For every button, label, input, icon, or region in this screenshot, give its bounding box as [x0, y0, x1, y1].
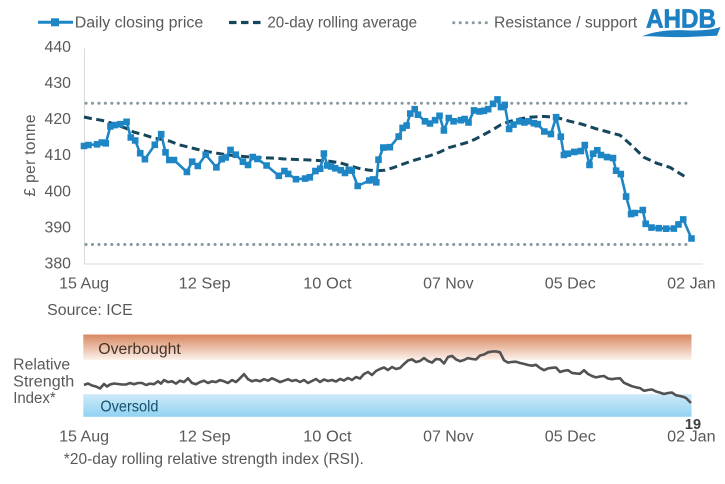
svg-text:15 Aug: 15 Aug: [59, 429, 109, 446]
svg-text:Index*: Index*: [13, 390, 56, 407]
svg-text:£ per tonne: £ per tonne: [22, 115, 39, 197]
svg-text:15 Aug: 15 Aug: [59, 276, 109, 293]
svg-text:20-day rolling average: 20-day rolling average: [267, 15, 417, 32]
svg-text:390: 390: [45, 219, 72, 236]
svg-text:410: 410: [45, 147, 72, 164]
svg-text:Strength: Strength: [13, 374, 74, 391]
svg-text:10 Oct: 10 Oct: [303, 276, 352, 293]
svg-text:*20-day rolling relative stren: *20-day rolling relative strength index …: [64, 451, 364, 468]
svg-text:12 Sep: 12 Sep: [179, 429, 231, 446]
svg-text:05 Dec: 05 Dec: [545, 429, 596, 446]
svg-text:430: 430: [45, 75, 72, 92]
svg-text:Resistance / support: Resistance / support: [494, 15, 638, 32]
svg-text:19: 19: [685, 417, 701, 433]
svg-text:10 Oct: 10 Oct: [303, 429, 352, 446]
svg-text:07 Nov: 07 Nov: [423, 276, 474, 293]
svg-text:420: 420: [45, 111, 72, 128]
svg-text:Oversold: Oversold: [100, 399, 158, 416]
svg-text:02 Jan: 02 Jan: [667, 429, 715, 446]
svg-text:400: 400: [45, 183, 72, 200]
svg-text:Daily closing price: Daily closing price: [75, 15, 203, 32]
svg-text:12 Sep: 12 Sep: [179, 276, 231, 293]
svg-text:AHDB: AHDB: [646, 3, 716, 33]
svg-text:Relative: Relative: [13, 356, 70, 373]
svg-text:05 Dec: 05 Dec: [545, 276, 596, 293]
svg-text:Source: ICE: Source: ICE: [47, 302, 133, 319]
svg-text:Overbought: Overbought: [98, 341, 181, 358]
svg-text:02 Jan: 02 Jan: [667, 276, 715, 293]
svg-text:07 Nov: 07 Nov: [423, 429, 474, 446]
svg-text:440: 440: [45, 39, 72, 56]
svg-text:380: 380: [45, 256, 72, 273]
